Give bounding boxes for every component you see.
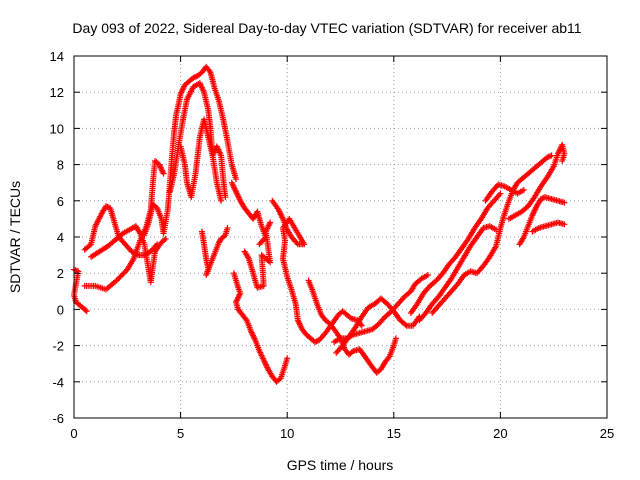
data-point	[561, 221, 568, 228]
series-track-q	[416, 223, 500, 324]
data-point	[224, 224, 231, 231]
data-point	[497, 190, 504, 197]
data-point	[385, 354, 392, 361]
y-tick-label: -2	[52, 339, 64, 354]
data-point	[392, 335, 399, 342]
data-point	[548, 152, 555, 159]
data-point	[267, 219, 274, 226]
y-axis-label: SDTVAR / TECUs	[7, 181, 23, 293]
x-axis-label: GPS time / hours	[287, 457, 394, 473]
series-track-d	[88, 223, 169, 286]
series-track-s	[482, 181, 527, 204]
x-axis-ticks: 0 5 10 15 20 25	[70, 56, 614, 441]
data-point	[114, 276, 121, 283]
data-point	[83, 308, 90, 315]
series-track-t	[505, 141, 568, 222]
data-point	[218, 197, 225, 204]
chart-title: Day 093 of 2022, Sidereal Day-to-day VTE…	[72, 20, 581, 36]
series-track-j	[230, 270, 291, 385]
data-point	[358, 322, 365, 329]
x-tick-label: 20	[493, 426, 507, 441]
series-track-r	[429, 152, 555, 317]
y-tick-label: 12	[50, 85, 64, 100]
series-track-g	[177, 116, 229, 201]
data-point	[121, 269, 128, 276]
y-tick-label: 4	[57, 230, 64, 245]
series-track-p	[407, 190, 504, 317]
series-track-k	[241, 219, 274, 291]
series-track-u	[516, 194, 568, 248]
x-tick-label: 15	[387, 426, 401, 441]
y-tick-label: 10	[50, 121, 64, 136]
data-point	[113, 277, 120, 284]
series-track-m	[305, 277, 399, 376]
data-point	[82, 307, 89, 314]
data-point	[561, 199, 568, 206]
data-points	[71, 63, 568, 385]
y-tick-label: -4	[52, 375, 64, 390]
y-tick-label: 6	[57, 194, 64, 209]
data-point	[284, 355, 291, 362]
y-tick-label: 14	[50, 49, 64, 64]
series-track-h	[198, 224, 231, 279]
data-point	[233, 176, 240, 183]
series-track-l	[269, 197, 365, 345]
series-track-v	[529, 219, 568, 235]
data-point	[120, 270, 127, 277]
x-tick-label: 10	[280, 426, 294, 441]
y-tick-label: 0	[57, 302, 64, 317]
x-tick-label: 5	[177, 426, 184, 441]
data-point	[256, 241, 263, 248]
y-tick-label: 2	[57, 266, 64, 281]
data-point	[242, 315, 249, 322]
data-point	[402, 321, 409, 328]
series-track-o	[333, 295, 423, 356]
x-tick-label: 0	[70, 426, 77, 441]
data-point	[520, 186, 527, 193]
y-tick-label: -6	[52, 411, 64, 426]
y-tick-label: 8	[57, 158, 64, 173]
data-point	[160, 170, 167, 177]
y-axis-ticks: -6 -4 -2 0 2 4 6 8 10 12 14	[50, 49, 607, 426]
series-track-f	[166, 80, 225, 204]
data-point	[118, 272, 125, 279]
data-point	[222, 194, 229, 201]
data-point	[162, 235, 169, 242]
data-point	[424, 272, 431, 279]
data-point	[206, 67, 213, 74]
data-point	[559, 157, 566, 164]
data-point	[116, 274, 123, 281]
x-tick-label: 25	[600, 426, 614, 441]
data-point	[117, 273, 124, 280]
